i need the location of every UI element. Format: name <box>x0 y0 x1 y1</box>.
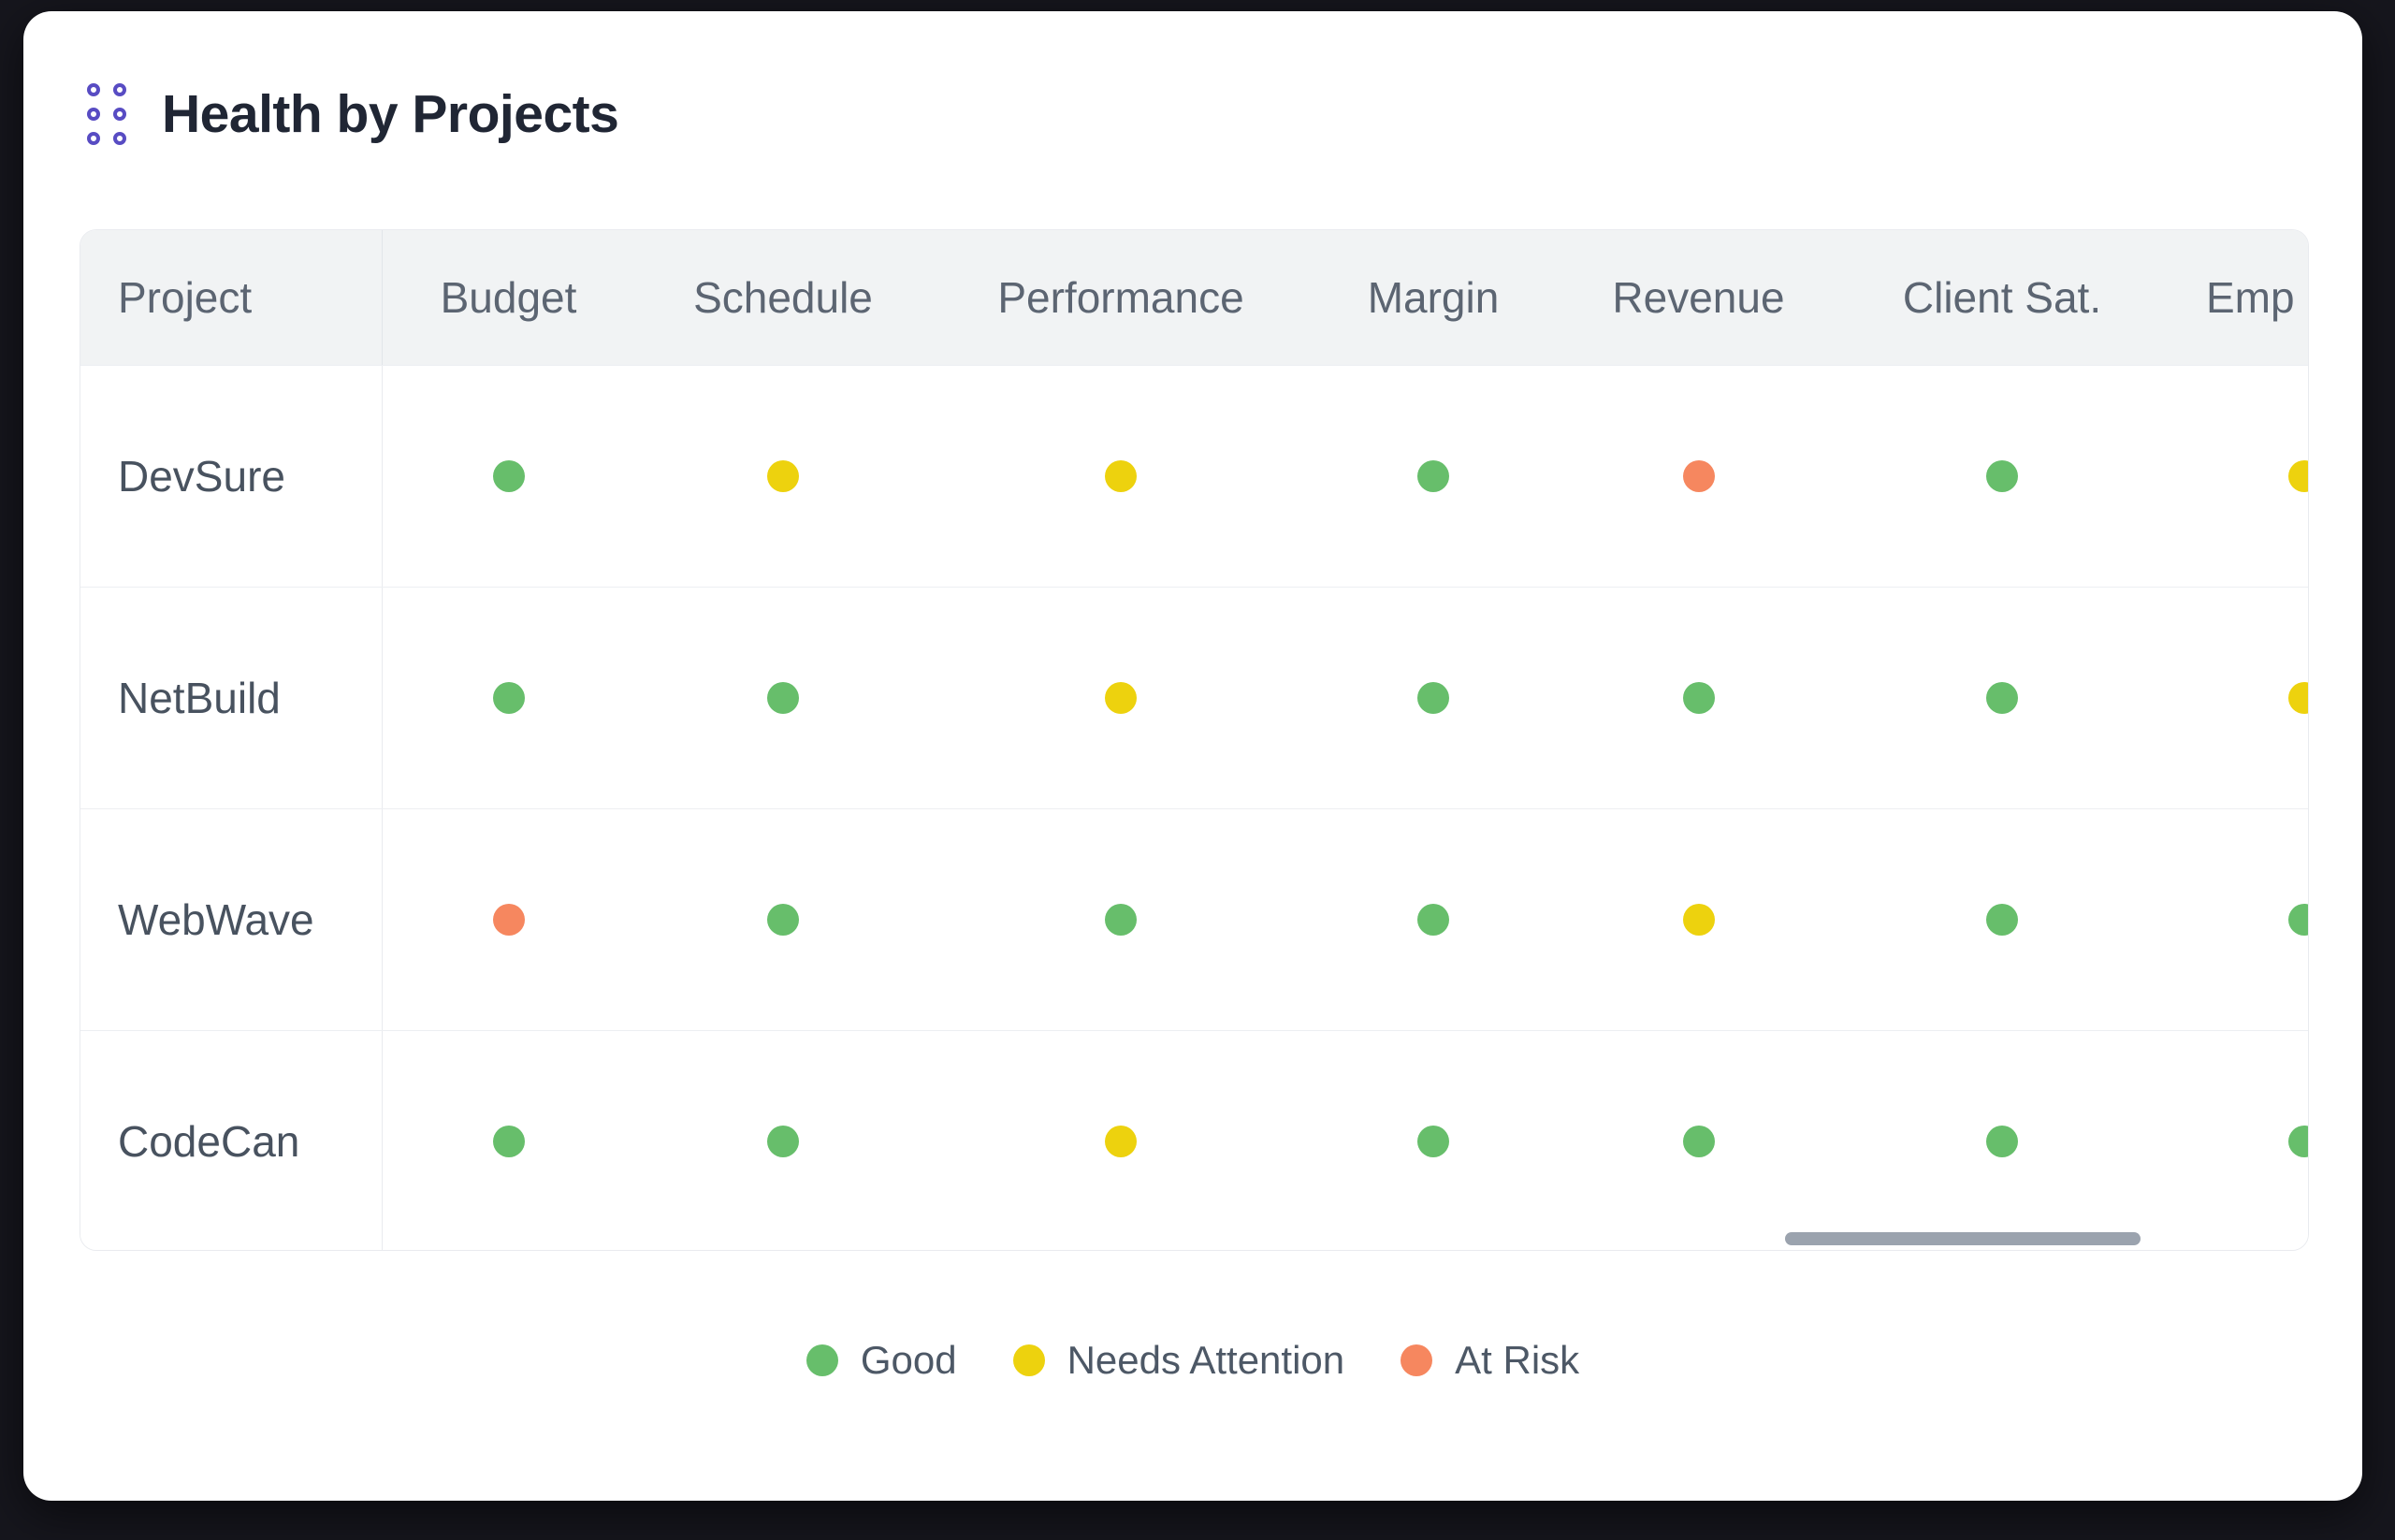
status-cell-performance <box>932 366 1310 587</box>
status-cell-budget <box>383 588 634 808</box>
status-cell-emp <box>2164 1031 2308 1250</box>
column-header-emp: Emp <box>2206 273 2295 322</box>
status-dot-at-risk <box>1682 460 1715 492</box>
horizontal-scrollbar-thumb[interactable] <box>1785 1232 2141 1245</box>
health-widget-card: Health by Projects Project Budget Schedule… <box>23 11 2362 1501</box>
legend-item-at-risk: At Risk <box>1401 1338 1579 1383</box>
status-cell-revenue <box>1557 809 1840 1030</box>
column-header-budget: Budget <box>440 273 577 322</box>
status-cell-client-sat <box>1840 588 2164 808</box>
status-cell-revenue <box>1557 366 1840 587</box>
legend-dot-needs-attention <box>1012 1344 1045 1376</box>
status-cell-schedule <box>634 1031 932 1250</box>
status-dot-good <box>1986 460 2018 492</box>
status-dot-needs-attention <box>2288 460 2308 492</box>
project-name-cell: DevSure <box>80 366 383 587</box>
status-dot-at-risk <box>492 904 525 936</box>
status-cell-performance <box>932 1031 1310 1250</box>
status-dot-good <box>1986 904 2018 936</box>
project-name-cell: WebWave <box>80 809 383 1030</box>
status-dot-needs-attention <box>767 460 799 492</box>
status-dot-good <box>1682 682 1715 714</box>
column-header-project: Project <box>80 230 383 365</box>
status-dot-good <box>1417 460 1449 492</box>
status-dot-good <box>492 460 525 492</box>
status-cell-performance <box>932 809 1310 1030</box>
column-header-performance: Performance <box>997 273 1244 322</box>
status-cell-performance <box>932 588 1310 808</box>
drag-dot <box>113 132 126 145</box>
legend-dot-good <box>806 1344 838 1376</box>
legend-label: At Risk <box>1455 1338 1580 1382</box>
status-cell-margin <box>1310 1031 1557 1250</box>
status-dot-good <box>1417 682 1449 714</box>
column-header-margin: Margin <box>1367 273 1500 322</box>
status-dot-needs-attention <box>1105 460 1137 492</box>
status-dot-needs-attention <box>1682 904 1715 936</box>
column-header-schedule: Schedule <box>693 273 873 322</box>
table-body: DevSure NetBuild WebWave CodeCan <box>80 365 2308 1250</box>
drag-dot <box>87 83 100 96</box>
legend: Good Needs Attention At Risk <box>23 1334 2362 1387</box>
status-dot-good <box>1986 1126 2018 1157</box>
legend-dot-at-risk <box>1401 1344 1433 1376</box>
status-cell-client-sat <box>1840 366 2164 587</box>
status-dot-good <box>1417 904 1449 936</box>
widget-header: Health by Projects <box>87 69 619 159</box>
status-cell-client-sat <box>1840 809 2164 1030</box>
status-cell-schedule <box>634 809 932 1030</box>
widget-title: Health by Projects <box>162 84 619 144</box>
column-header-revenue: Revenue <box>1612 273 1785 322</box>
status-cell-margin <box>1310 366 1557 587</box>
column-header-client-sat: Client Sat. <box>1902 273 2102 322</box>
health-table: Project Budget Schedule Performance Margin Re… <box>80 229 2309 1251</box>
legend-item-needs-attention: Needs Attention <box>1012 1338 1345 1383</box>
status-cell-emp <box>2164 588 2308 808</box>
status-dot-needs-attention <box>2288 682 2308 714</box>
status-dot-good <box>1105 904 1137 936</box>
status-cell-margin <box>1310 809 1557 1030</box>
drag-handle-icon[interactable] <box>87 83 126 145</box>
table-row-devsure: DevSure <box>80 365 2308 587</box>
drag-dot <box>87 108 100 121</box>
status-dot-good <box>2288 1126 2308 1157</box>
drag-dot <box>113 83 126 96</box>
status-dot-good <box>1417 1126 1449 1157</box>
status-dot-good <box>492 1126 525 1157</box>
status-cell-schedule <box>634 588 932 808</box>
status-cell-budget <box>383 366 634 587</box>
table-row-codecan: CodeCan <box>80 1030 2308 1250</box>
status-cell-emp <box>2164 809 2308 1030</box>
project-name-cell: NetBuild <box>80 588 383 808</box>
status-dot-good <box>767 1126 799 1157</box>
status-cell-budget <box>383 809 634 1030</box>
status-cell-client-sat <box>1840 1031 2164 1250</box>
drag-dot <box>113 108 126 121</box>
status-dot-good <box>1986 682 2018 714</box>
status-cell-emp <box>2164 366 2308 587</box>
project-name-cell: CodeCan <box>80 1031 383 1250</box>
status-cell-schedule <box>634 366 932 587</box>
status-dot-needs-attention <box>1105 682 1137 714</box>
drag-dot <box>87 132 100 145</box>
legend-label: Good <box>860 1338 957 1382</box>
legend-label: Needs Attention <box>1067 1338 1345 1382</box>
status-dot-good <box>492 682 525 714</box>
status-dot-good <box>1682 1126 1715 1157</box>
status-dot-good <box>767 682 799 714</box>
table-row-netbuild: NetBuild <box>80 587 2308 808</box>
status-dot-good <box>767 904 799 936</box>
table-row-webwave: WebWave <box>80 808 2308 1030</box>
status-cell-revenue <box>1557 588 1840 808</box>
table-header-row: Project Budget Schedule Performance Margin Re… <box>80 230 2308 365</box>
legend-item-good: Good <box>806 1338 957 1383</box>
status-cell-margin <box>1310 588 1557 808</box>
status-dot-good <box>2288 904 2308 936</box>
status-dot-needs-attention <box>1105 1126 1137 1157</box>
status-cell-revenue <box>1557 1031 1840 1250</box>
status-cell-budget <box>383 1031 634 1250</box>
